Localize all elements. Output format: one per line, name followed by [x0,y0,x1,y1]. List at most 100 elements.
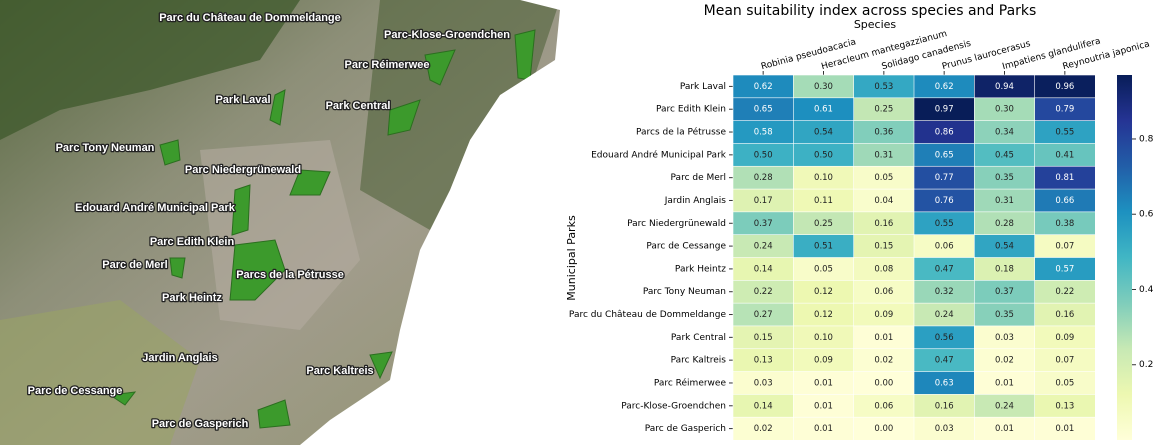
cell-label: 0.28 [754,173,773,183]
cell-label: 0.13 [1055,401,1074,411]
map-label: Parc Edith Klein [150,236,235,248]
cell-label: 0.35 [995,173,1014,183]
map-label: Parc de Gasperich [152,418,249,430]
cell-label: 0.25 [814,219,833,229]
cell-label: 0.09 [1055,333,1074,343]
cell-label: 0.12 [814,310,833,320]
cell-label: 0.22 [1055,287,1074,297]
map-label: Jardin Anglais [142,352,217,364]
cell-label: 0.11 [814,196,833,206]
cell-label: 0.09 [874,310,893,320]
cell-label: 0.37 [995,287,1014,297]
cell-label: 0.63 [935,378,954,388]
map-labels: Parc du Château de Dommeldange Parc-Klose… [26,11,511,432]
colorbar-tick-label: 0.4 [1139,285,1154,295]
cell-label: 0.07 [1055,356,1074,366]
map-label: Parcs de la Pétrusse [236,269,344,281]
x-axis-label: Species [854,18,897,31]
y-tick-label: Parc Tony Neuman [643,287,726,297]
cell-label: 0.97 [935,105,954,115]
cell-label: 0.22 [754,287,773,297]
map-label: Edouard André Municipal Park [75,202,236,214]
cell-label: 0.00 [874,378,893,388]
map-label: Parc-Klose-Groendchen [384,29,510,41]
cell-label: 0.04 [874,196,893,206]
colorbar-tick-label: 0.6 [1139,210,1154,220]
y-tick-label: Parc du Château de Dommeldange [569,310,727,320]
cell-label: 0.66 [1055,196,1074,206]
cell-label: 0.96 [1055,82,1074,92]
cell-label: 0.01 [1055,424,1074,434]
cell-label: 0.32 [935,287,954,297]
colorbar-tick-label: 0.2 [1139,360,1153,370]
cell-label: 0.15 [874,242,893,252]
y-tick-label: Parc de Gasperich [645,424,726,434]
cell-label: 0.51 [814,242,833,252]
cell-label: 0.30 [814,82,833,92]
y-tick-label: Parc de Cessange [646,242,726,252]
cell-label: 0.03 [995,333,1014,343]
cell-label: 0.53 [874,82,893,92]
y-axis-label: Municipal Parks [565,215,578,301]
cell-label: 0.28 [995,219,1014,229]
map-label: Park Heintz [162,292,222,304]
y-tick-label: Parcs de la Pétrusse [636,127,726,138]
cell-label: 0.79 [1055,105,1074,115]
heatmap-cell [1034,416,1096,441]
cell-label: 0.94 [995,82,1014,92]
cell-label: 0.41 [1055,150,1074,160]
y-tick-label: Edouard André Municipal Park [591,149,727,160]
cell-label: 0.34 [995,128,1014,138]
cell-label: 0.18 [995,264,1014,274]
y-tick-label: Parc Niedergrünewald [627,219,726,229]
cell-label: 0.03 [754,378,773,388]
cell-label: 0.06 [935,242,954,252]
map-label: Park Laval [215,94,270,106]
colorbar-tick-label: 0.8 [1139,134,1154,144]
y-tick-label: Park Heintz [675,264,726,274]
cell-label: 0.13 [754,356,773,366]
cell-label: 0.65 [754,105,773,115]
map-label: Parc de Cessange [28,385,123,397]
cell-label: 0.05 [874,173,893,183]
cell-label: 0.81 [1055,173,1074,183]
cell-label: 0.05 [814,264,833,274]
y-tick-label: Parc-Klose-Groendchen [621,401,726,411]
cell-label: 0.15 [754,333,773,343]
cell-label: 0.16 [1055,310,1074,320]
cell-label: 0.06 [874,287,893,297]
map-label: Parc Niedergrünewald [185,164,301,176]
cell-label: 0.02 [995,356,1014,366]
cell-label: 0.30 [995,105,1014,115]
cell-label: 0.62 [754,82,773,92]
cell-label: 0.27 [754,310,773,320]
cell-label: 0.77 [935,173,954,183]
cell-label: 0.01 [995,424,1014,434]
cell-label: 0.14 [754,401,773,411]
y-tick-label: Park Laval [680,82,726,92]
cell-label: 0.58 [754,128,773,138]
x-tick-label: Robinia pseudoacacia [760,37,857,72]
cell-label: 0.14 [754,264,773,274]
y-tick-label: Parc de Merl [671,173,726,183]
cell-label: 0.37 [754,219,773,229]
cell-label: 0.31 [874,150,893,160]
cell-label: 0.02 [874,356,893,366]
cell-label: 0.57 [1055,264,1074,274]
y-tick-label: Parc Kaltreis [671,356,727,366]
cell-label: 0.65 [935,150,954,160]
cell-label: 0.45 [995,150,1014,160]
y-tick-label: Jardin Anglais [664,196,727,206]
cell-label: 0.50 [754,150,773,160]
cell-label: 0.54 [995,242,1014,252]
cell-label: 0.12 [814,287,833,297]
cell-label: 0.86 [935,128,954,138]
cell-label: 0.09 [814,356,833,366]
map-label: Park Central [326,100,391,112]
y-tick-label: Parc Réimerwee [654,377,727,388]
cell-label: 0.36 [874,128,893,138]
map-label: Parc du Château de Dommeldange [159,12,341,24]
cell-label: 0.01 [814,424,833,434]
cell-label: 0.08 [874,264,893,274]
cell-label: 0.76 [935,196,954,206]
